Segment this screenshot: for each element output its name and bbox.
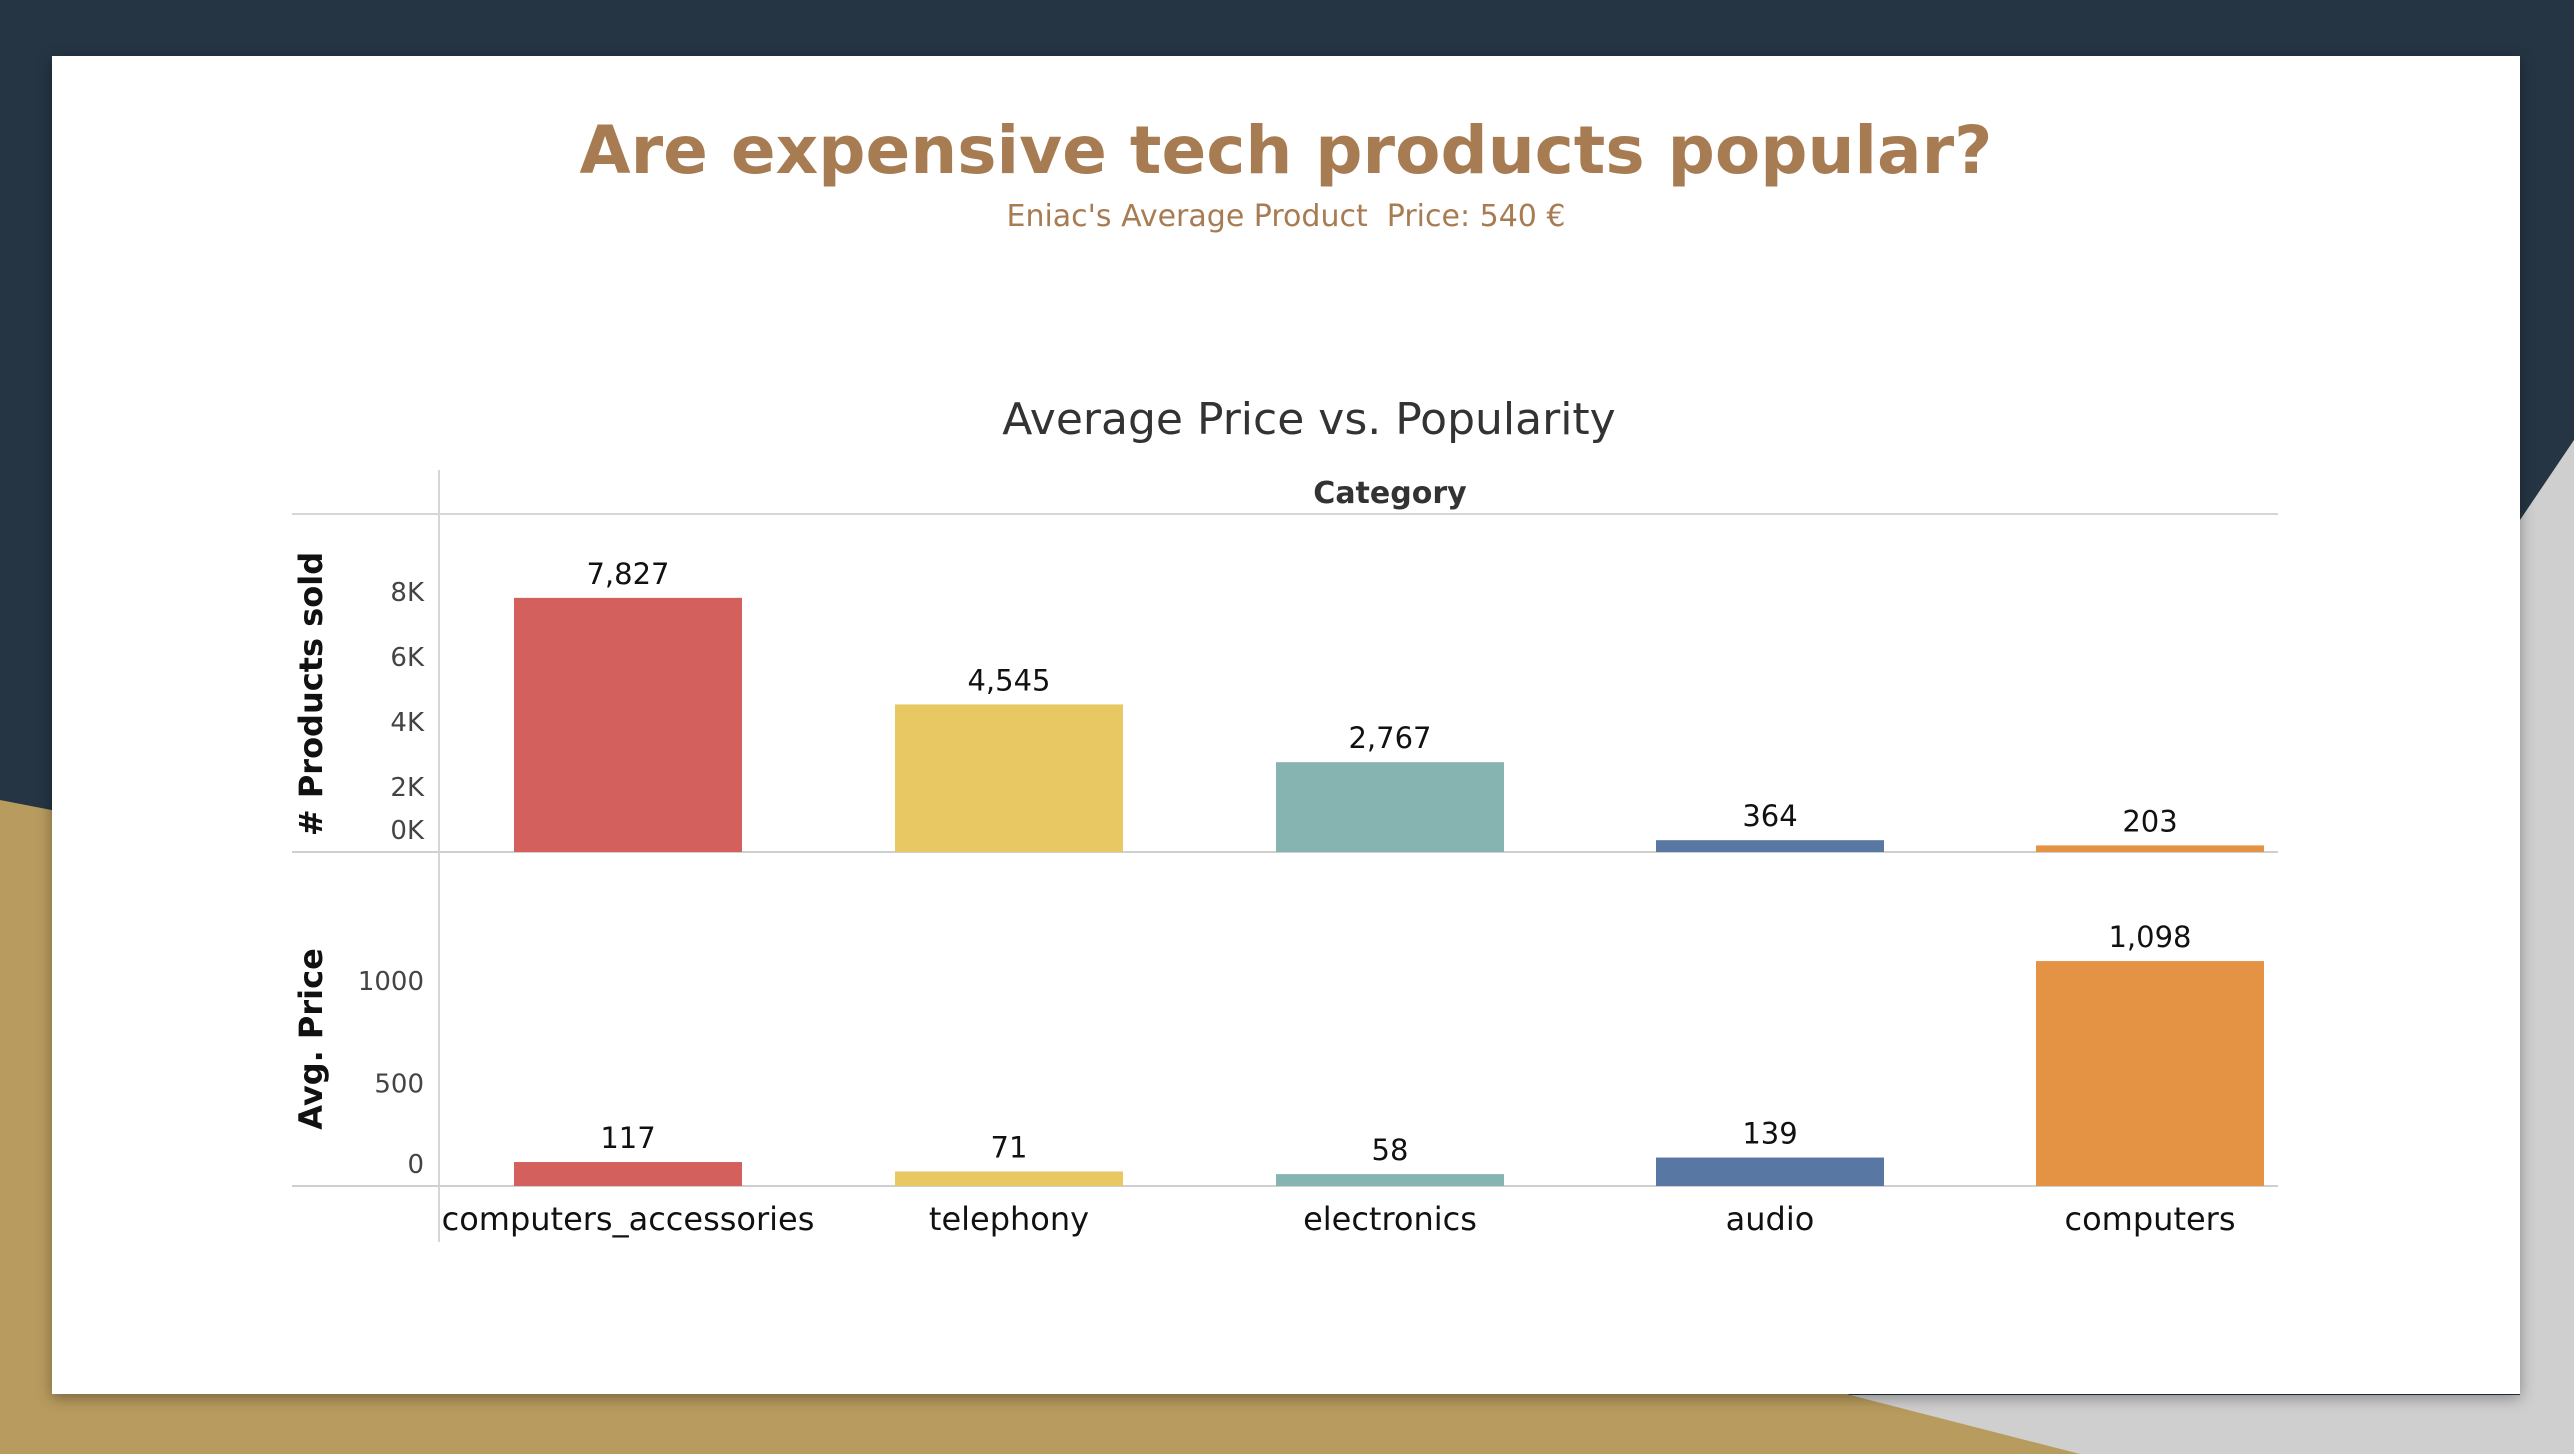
bar-electronics-panel-0 [1276,762,1504,852]
bar-computers-panel-1 [2036,961,2264,1186]
column-header: Category [1313,476,1467,511]
panel-0-tick-label: 0K [390,816,425,846]
panel-1-axis-title: Avg. Price [292,948,330,1130]
bar-electronics-panel-1 [1276,1174,1504,1186]
panel-0-tick-label: 4K [390,708,425,738]
category-label-electronics: electronics [1303,1200,1477,1238]
panel-1-tick-label: 1000 [358,967,424,997]
bar-computers-panel-0 [2036,845,2264,852]
bar-audio-panel-0 [1656,840,1884,852]
value-label-audio-panel-1: 139 [1742,1117,1797,1151]
value-label-electronics-panel-0: 2,767 [1348,721,1431,755]
bar-telephony-panel-0 [895,704,1123,852]
panel-0-tick-label: 8K [390,578,425,608]
bar-computers_accessories-panel-0 [514,597,742,852]
panel-1-tick-label: 500 [374,1070,424,1100]
bar-computers_accessories-panel-1 [514,1162,742,1186]
panel-1-tick-label: 0 [407,1150,424,1180]
value-label-telephony-panel-0: 4,545 [967,663,1050,697]
value-label-computers_accessories-panel-1: 117 [600,1121,655,1155]
chart-title: Average Price vs. Popularity [1002,394,1615,445]
slide-title: Are expensive tech products popular? [579,112,1993,189]
value-label-electronics-panel-1: 58 [1372,1133,1409,1167]
panel-0-axis-title: # Products sold [292,552,330,836]
bar-telephony-panel-1 [895,1171,1123,1186]
panel-0-tick-label: 6K [390,643,425,673]
value-label-computers-panel-1: 1,098 [2108,920,2191,954]
slide-subtitle: Eniac's Average Product Price: 540 € [1006,199,1566,234]
value-label-computers-panel-0: 203 [2122,804,2177,838]
value-label-telephony-panel-1: 71 [991,1130,1028,1164]
bar-audio-panel-1 [1656,1157,1884,1186]
value-label-audio-panel-0: 364 [1742,799,1797,833]
category-label-telephony: telephony [929,1200,1089,1238]
slide-card: Are expensive tech products popular? Eni… [52,56,2520,1394]
category-label-audio: audio [1726,1200,1815,1238]
value-label-computers_accessories-panel-0: 7,827 [586,557,669,591]
category-label-computers: computers [2065,1200,2236,1238]
bar-chart: Average Price vs. Popularity Category # … [292,394,2278,1242]
panel-0-tick-label: 2K [390,773,425,803]
category-label-computers_accessories: computers_accessories [442,1200,815,1238]
chart-content: # Products sold 0K 2K 4K 6K 8K 7,827 4,545 2,767… [292,552,2278,1238]
